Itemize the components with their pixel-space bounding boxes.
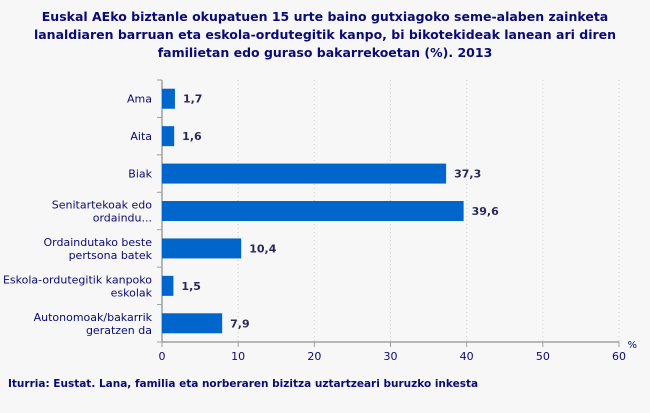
category-label-line: eskolak bbox=[111, 286, 153, 299]
x-axis-label: % bbox=[627, 340, 637, 351]
value-label: 10,4 bbox=[249, 242, 276, 255]
category-label: Ama bbox=[127, 93, 152, 106]
value-label: 37,3 bbox=[454, 168, 481, 181]
x-tick-label: 10 bbox=[231, 350, 245, 363]
value-label: 1,5 bbox=[181, 280, 201, 293]
value-label: 7,9 bbox=[230, 317, 250, 330]
x-tick-label: 50 bbox=[536, 350, 550, 363]
bar bbox=[162, 313, 223, 334]
category-label-line: Ordaindutako beste bbox=[43, 236, 152, 249]
category-label-line: Aita bbox=[130, 130, 152, 143]
x-tick-label: 20 bbox=[307, 350, 321, 363]
value-label: 39,6 bbox=[472, 205, 499, 218]
category-label: Autonomoak/bakarrik geratzen da bbox=[34, 311, 153, 337]
value-label: 1,6 bbox=[182, 130, 202, 143]
category-label-line: Senitartekoak edo bbox=[52, 199, 153, 212]
category-label-line: Autonomoak/bakarrik bbox=[34, 311, 153, 324]
chart-title: Euskal AEko biztanle okupatuen 15 urte b… bbox=[33, 9, 617, 60]
category-label: Biak bbox=[128, 168, 152, 181]
category-label-line: Ama bbox=[127, 93, 152, 106]
category-label-line: ordaindu... bbox=[93, 212, 152, 225]
bar bbox=[162, 126, 175, 147]
category-label-line: pertsona batek bbox=[69, 249, 153, 262]
category-label-line: geratzen da bbox=[86, 324, 152, 337]
bar bbox=[162, 201, 464, 221]
x-tick-label: 30 bbox=[384, 350, 398, 363]
category-label: Aita bbox=[130, 130, 152, 143]
bar bbox=[162, 88, 175, 109]
category-label-line: Eskola-ordutegitik kanpoko bbox=[3, 273, 152, 286]
bar bbox=[162, 275, 174, 296]
category-label-line: Biak bbox=[128, 168, 152, 181]
x-tick-label: 0 bbox=[159, 350, 166, 363]
source-note: Iturria: Eustat. Lana, familia eta norbe… bbox=[8, 378, 479, 390]
x-tick-label: 60 bbox=[612, 350, 626, 363]
category-label: Eskola-ordutegitik kanpoko eskolak bbox=[3, 273, 153, 299]
category-label: Senitartekoak edo ordaindu... bbox=[52, 199, 153, 225]
value-label: 1,7 bbox=[183, 93, 203, 106]
bar bbox=[162, 238, 242, 259]
category-label: Ordaindutako beste pertsona batek bbox=[43, 236, 152, 262]
bar bbox=[162, 163, 447, 184]
x-tick-label: 40 bbox=[460, 350, 474, 363]
